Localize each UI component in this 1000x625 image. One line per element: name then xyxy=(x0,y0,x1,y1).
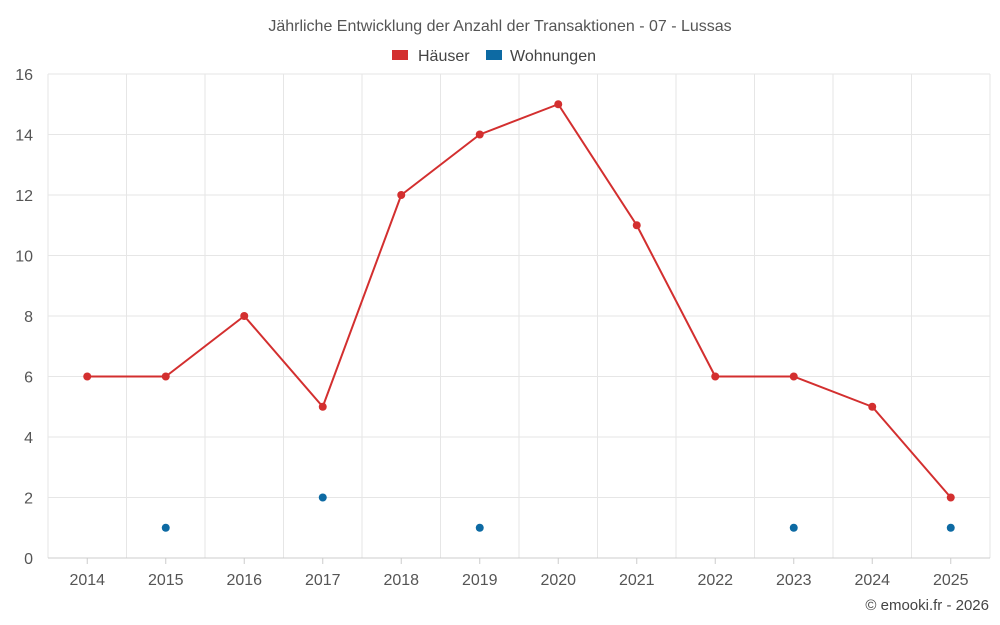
y-tick-label: 6 xyxy=(24,370,33,387)
data-point[interactable] xyxy=(789,372,798,381)
series xyxy=(83,100,955,532)
y-tick-label: 4 xyxy=(24,430,33,447)
credit-text: © emooki.fr - 2026 xyxy=(865,597,989,614)
data-point[interactable] xyxy=(946,493,955,502)
x-tick-label: 2021 xyxy=(619,572,655,589)
y-tick-label: 10 xyxy=(15,249,33,266)
data-point[interactable] xyxy=(789,523,798,532)
legend-label-haeuser: Häuser xyxy=(418,48,470,65)
data-point[interactable] xyxy=(711,372,720,381)
data-point[interactable] xyxy=(475,523,484,532)
series-line xyxy=(87,103,952,499)
x-tick-label: 2014 xyxy=(69,572,105,589)
legend-swatch-haeuser xyxy=(392,50,408,60)
series-wohnungen xyxy=(161,493,955,532)
data-point[interactable] xyxy=(318,402,327,411)
x-tick-label: 2025 xyxy=(933,572,969,589)
x-tick-label: 2024 xyxy=(854,572,890,589)
legend: Häuser Wohnungen xyxy=(392,48,596,65)
data-point[interactable] xyxy=(632,221,641,230)
x-tick-label: 2019 xyxy=(462,572,498,589)
data-point[interactable] xyxy=(83,372,92,381)
x-tick-label: 2017 xyxy=(305,572,341,589)
chart-title: Jährliche Entwicklung der Anzahl der Tra… xyxy=(268,18,731,35)
series-haeuser xyxy=(83,100,955,502)
data-point[interactable] xyxy=(475,130,484,139)
grid xyxy=(47,73,991,558)
x-tick-label: 2015 xyxy=(148,572,184,589)
data-point[interactable] xyxy=(397,191,406,199)
y-tick-label: 2 xyxy=(24,491,33,508)
y-tick-label: 12 xyxy=(15,188,33,205)
x-tick-label: 2022 xyxy=(697,572,733,589)
data-point[interactable] xyxy=(161,372,170,381)
legend-swatch-wohnungen xyxy=(486,50,502,60)
x-tick-label: 2018 xyxy=(383,572,419,589)
axes: 0 2 4 6 8 10 12 14 16 2014 2015 2016 2017 2018 2019 202… xyxy=(15,67,990,589)
legend-label-wohnungen: Wohnungen xyxy=(510,48,596,65)
y-tick-label: 0 xyxy=(24,551,33,568)
data-point[interactable] xyxy=(161,523,170,532)
data-point[interactable] xyxy=(318,493,327,502)
legend-item-haeuser[interactable]: Häuser xyxy=(392,48,470,65)
data-point[interactable] xyxy=(946,523,955,532)
legend-item-wohnungen[interactable]: Wohnungen xyxy=(486,48,596,65)
data-point[interactable] xyxy=(554,100,563,109)
y-tick-label: 8 xyxy=(24,309,33,326)
x-tick-label: 2016 xyxy=(226,572,262,589)
y-tick-label: 16 xyxy=(15,67,33,84)
x-tick-label: 2020 xyxy=(540,572,576,589)
data-point[interactable] xyxy=(868,402,877,411)
data-point[interactable] xyxy=(240,312,249,320)
y-tick-label: 14 xyxy=(15,128,33,145)
x-tick-label: 2023 xyxy=(776,572,812,589)
